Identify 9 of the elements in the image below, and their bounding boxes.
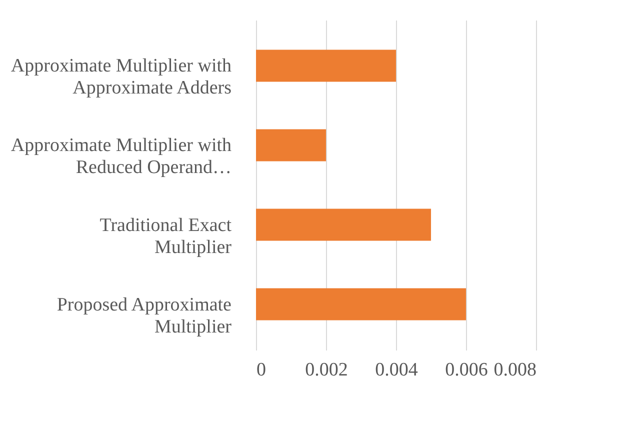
x-tick-label: 0.008 <box>494 360 536 380</box>
y-tick-label: Approximate Multiplier with Reduced Operand… <box>10 135 232 178</box>
y-tick-label: Approximate Multiplier with Approximate Adders <box>10 56 232 99</box>
x-tick-label: 0.004 <box>375 360 418 380</box>
y-tick-label: Proposed Approximate Multiplier <box>56 294 232 338</box>
x-tick-label: 0 <box>256 360 266 380</box>
x-tick-label: 0.006 <box>445 360 488 380</box>
x-tick-label: 0.002 <box>305 360 348 380</box>
y-tick-label: Traditional Exact Multiplier <box>100 214 232 258</box>
